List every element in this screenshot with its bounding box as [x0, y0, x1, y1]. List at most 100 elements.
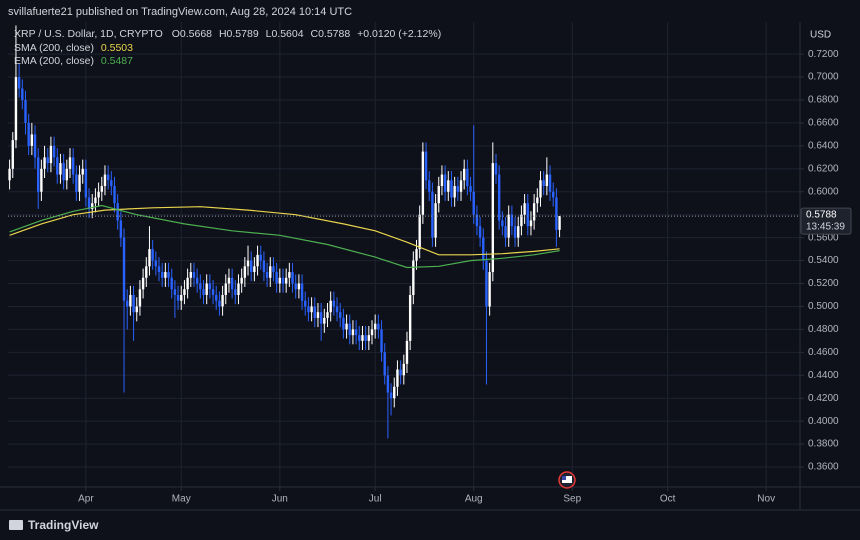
candle-body: [304, 300, 307, 307]
candle-body: [253, 266, 256, 273]
candle-body: [488, 272, 491, 307]
candle-body: [8, 168, 11, 181]
candle-body: [195, 277, 199, 284]
flag-canton: [562, 476, 566, 480]
candle-body: [189, 272, 192, 278]
candle-body: [310, 306, 313, 313]
legend-ema: EMA (200, close) 0.5487: [14, 55, 133, 67]
candle-body: [205, 283, 208, 295]
candle-body: [386, 375, 390, 393]
legend-name: EMA (200, close): [14, 55, 94, 67]
candle-body: [389, 392, 393, 399]
y-tick-label: 0.5000: [808, 301, 839, 312]
candle-body: [262, 260, 266, 273]
y-tick-label: 0.6600: [808, 118, 839, 129]
candle-body: [151, 249, 154, 261]
candle-body: [348, 323, 351, 336]
candle-body: [243, 266, 247, 278]
candle-body: [361, 335, 364, 341]
candle-body: [148, 249, 151, 267]
candle-body: [453, 186, 456, 198]
candle-body: [240, 277, 243, 284]
currency: USD: [810, 30, 831, 41]
event-flag: [558, 471, 576, 489]
candle-body: [272, 266, 275, 273]
candle-body: [466, 168, 469, 187]
ohlc-label: C: [310, 28, 318, 40]
candle-body: [129, 294, 132, 307]
candle-body: [94, 197, 97, 204]
candle-body: [237, 283, 240, 295]
legend-symbol: XRP / U.S. Dollar, 1D, CRYPTO O0.5668 H0…: [14, 28, 441, 40]
candle-body: [491, 163, 495, 273]
candle-body: [167, 272, 170, 278]
candle-body: [469, 186, 472, 192]
candle-body: [529, 220, 533, 227]
candle-body: [450, 180, 453, 198]
candle-body: [75, 174, 78, 192]
y-tick-label: 0.5400: [808, 255, 839, 266]
candle-body: [532, 203, 536, 221]
legend-value: 0.5487: [101, 55, 133, 67]
candle-body: [370, 329, 374, 336]
candle-body: [555, 197, 558, 230]
candle-body: [510, 214, 514, 227]
candle-body: [459, 180, 463, 192]
legend-value: 0.5503: [101, 42, 133, 54]
candle-body: [78, 174, 81, 192]
candle-body: [412, 260, 415, 295]
candle-body: [65, 168, 69, 181]
x-tick-label: Apr: [78, 494, 94, 505]
ma-line: [9, 204, 560, 269]
candle-body: [176, 294, 180, 301]
candle-body: [278, 277, 282, 284]
brand-name[interactable]: TradingView: [28, 518, 99, 532]
candle-body: [358, 335, 361, 341]
candle-body: [211, 289, 215, 295]
candle-body: [307, 306, 310, 313]
candle-body: [62, 163, 65, 181]
candle-body: [364, 335, 367, 341]
candle-body: [43, 157, 46, 169]
candle-body: [106, 174, 110, 181]
candle-body: [342, 317, 345, 330]
y-tick-label: 0.5200: [808, 278, 839, 289]
y-tick-label: 0.5600: [808, 232, 839, 243]
candle-body: [542, 180, 545, 187]
ma-line: [9, 206, 560, 256]
ohlc-label: O: [172, 28, 180, 40]
candle-body: [405, 340, 409, 364]
candle-body: [326, 312, 329, 318]
candle-body: [548, 174, 552, 192]
candle-body: [81, 168, 84, 175]
candle-body: [462, 168, 466, 181]
candle-body: [256, 254, 259, 267]
candle-body: [56, 157, 59, 175]
candle-body: [68, 157, 72, 169]
candle-body: [291, 272, 294, 284]
candle-body: [424, 151, 428, 181]
candle-body: [284, 277, 288, 284]
ohlc-value: 0.5788: [318, 28, 350, 40]
candle-body: [275, 272, 278, 284]
y-tick-label: 0.4200: [808, 393, 839, 404]
candle-body: [40, 168, 43, 192]
candle-body: [154, 260, 158, 267]
brand[interactable]: TradingView: [9, 518, 99, 532]
candle-body: [119, 220, 123, 238]
y-tick-label: 0.6000: [808, 186, 839, 197]
candle-body: [478, 226, 482, 238]
candle-body: [354, 329, 358, 336]
y-tick-label: 0.6800: [808, 95, 839, 106]
candle-body: [396, 369, 399, 387]
ohlc-value: 0.5668: [180, 28, 212, 40]
candle-body: [17, 77, 21, 89]
candle-body: [319, 312, 323, 324]
candle-body: [440, 174, 444, 187]
y-tick-label: 0.6400: [808, 141, 839, 152]
ohlc-label: L: [266, 28, 272, 40]
legend-name: SMA (200, close): [14, 42, 94, 54]
candle-body: [281, 277, 285, 284]
candle-body: [269, 266, 272, 278]
